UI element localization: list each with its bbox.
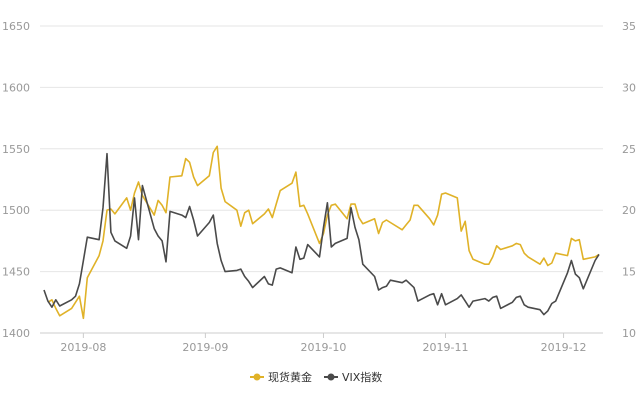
series-layer (43, 145, 600, 320)
right-y-axis: 10 15 20 25 30 35 (622, 20, 636, 340)
legend-marker-icon (327, 373, 335, 381)
right-axis-tick-label: 25 (622, 143, 636, 156)
left-axis-tick-label: 1650 (2, 20, 30, 33)
x-axis-tick-label: 2019-09 (182, 341, 228, 354)
left-y-axis: 1400 1450 1500 1550 1600 1650 (2, 20, 30, 340)
left-axis-tick-label: 1450 (2, 266, 30, 279)
right-axis-tick-label: 10 (622, 327, 636, 340)
gold-price-line (47, 145, 600, 320)
legend-label: 现货黄金 (268, 370, 312, 384)
left-axis-tick-label: 1400 (2, 327, 30, 340)
x-axis-tick-label: 2019-08 (60, 341, 106, 354)
right-axis-tick-label: 30 (622, 81, 636, 94)
right-axis-tick-label: 15 (622, 266, 636, 279)
legend-marker-icon (253, 373, 261, 381)
right-axis-tick-label: 20 (622, 204, 636, 217)
legend: 现货黄金 VIX指数 (250, 370, 382, 384)
vix-index-line (43, 152, 600, 316)
left-axis-tick-label: 1550 (2, 143, 30, 156)
left-axis-tick-label: 1600 (2, 81, 30, 94)
legend-item-gold[interactable]: 现货黄金 (250, 370, 312, 384)
grid-lines (40, 25, 603, 334)
left-axis-tick-label: 1500 (2, 204, 30, 217)
legend-item-vix[interactable]: VIX指数 (324, 370, 382, 384)
x-axis-tick-label: 2019-11 (423, 341, 469, 354)
legend-label: VIX指数 (342, 370, 382, 384)
x-axis-tick-label: 2019-10 (300, 341, 346, 354)
x-axis-tick-label: 2019-12 (541, 341, 587, 354)
x-axis: 2019-08 2019-09 2019-10 2019-11 2019-12 (60, 333, 587, 354)
right-axis-tick-label: 35 (622, 20, 636, 33)
